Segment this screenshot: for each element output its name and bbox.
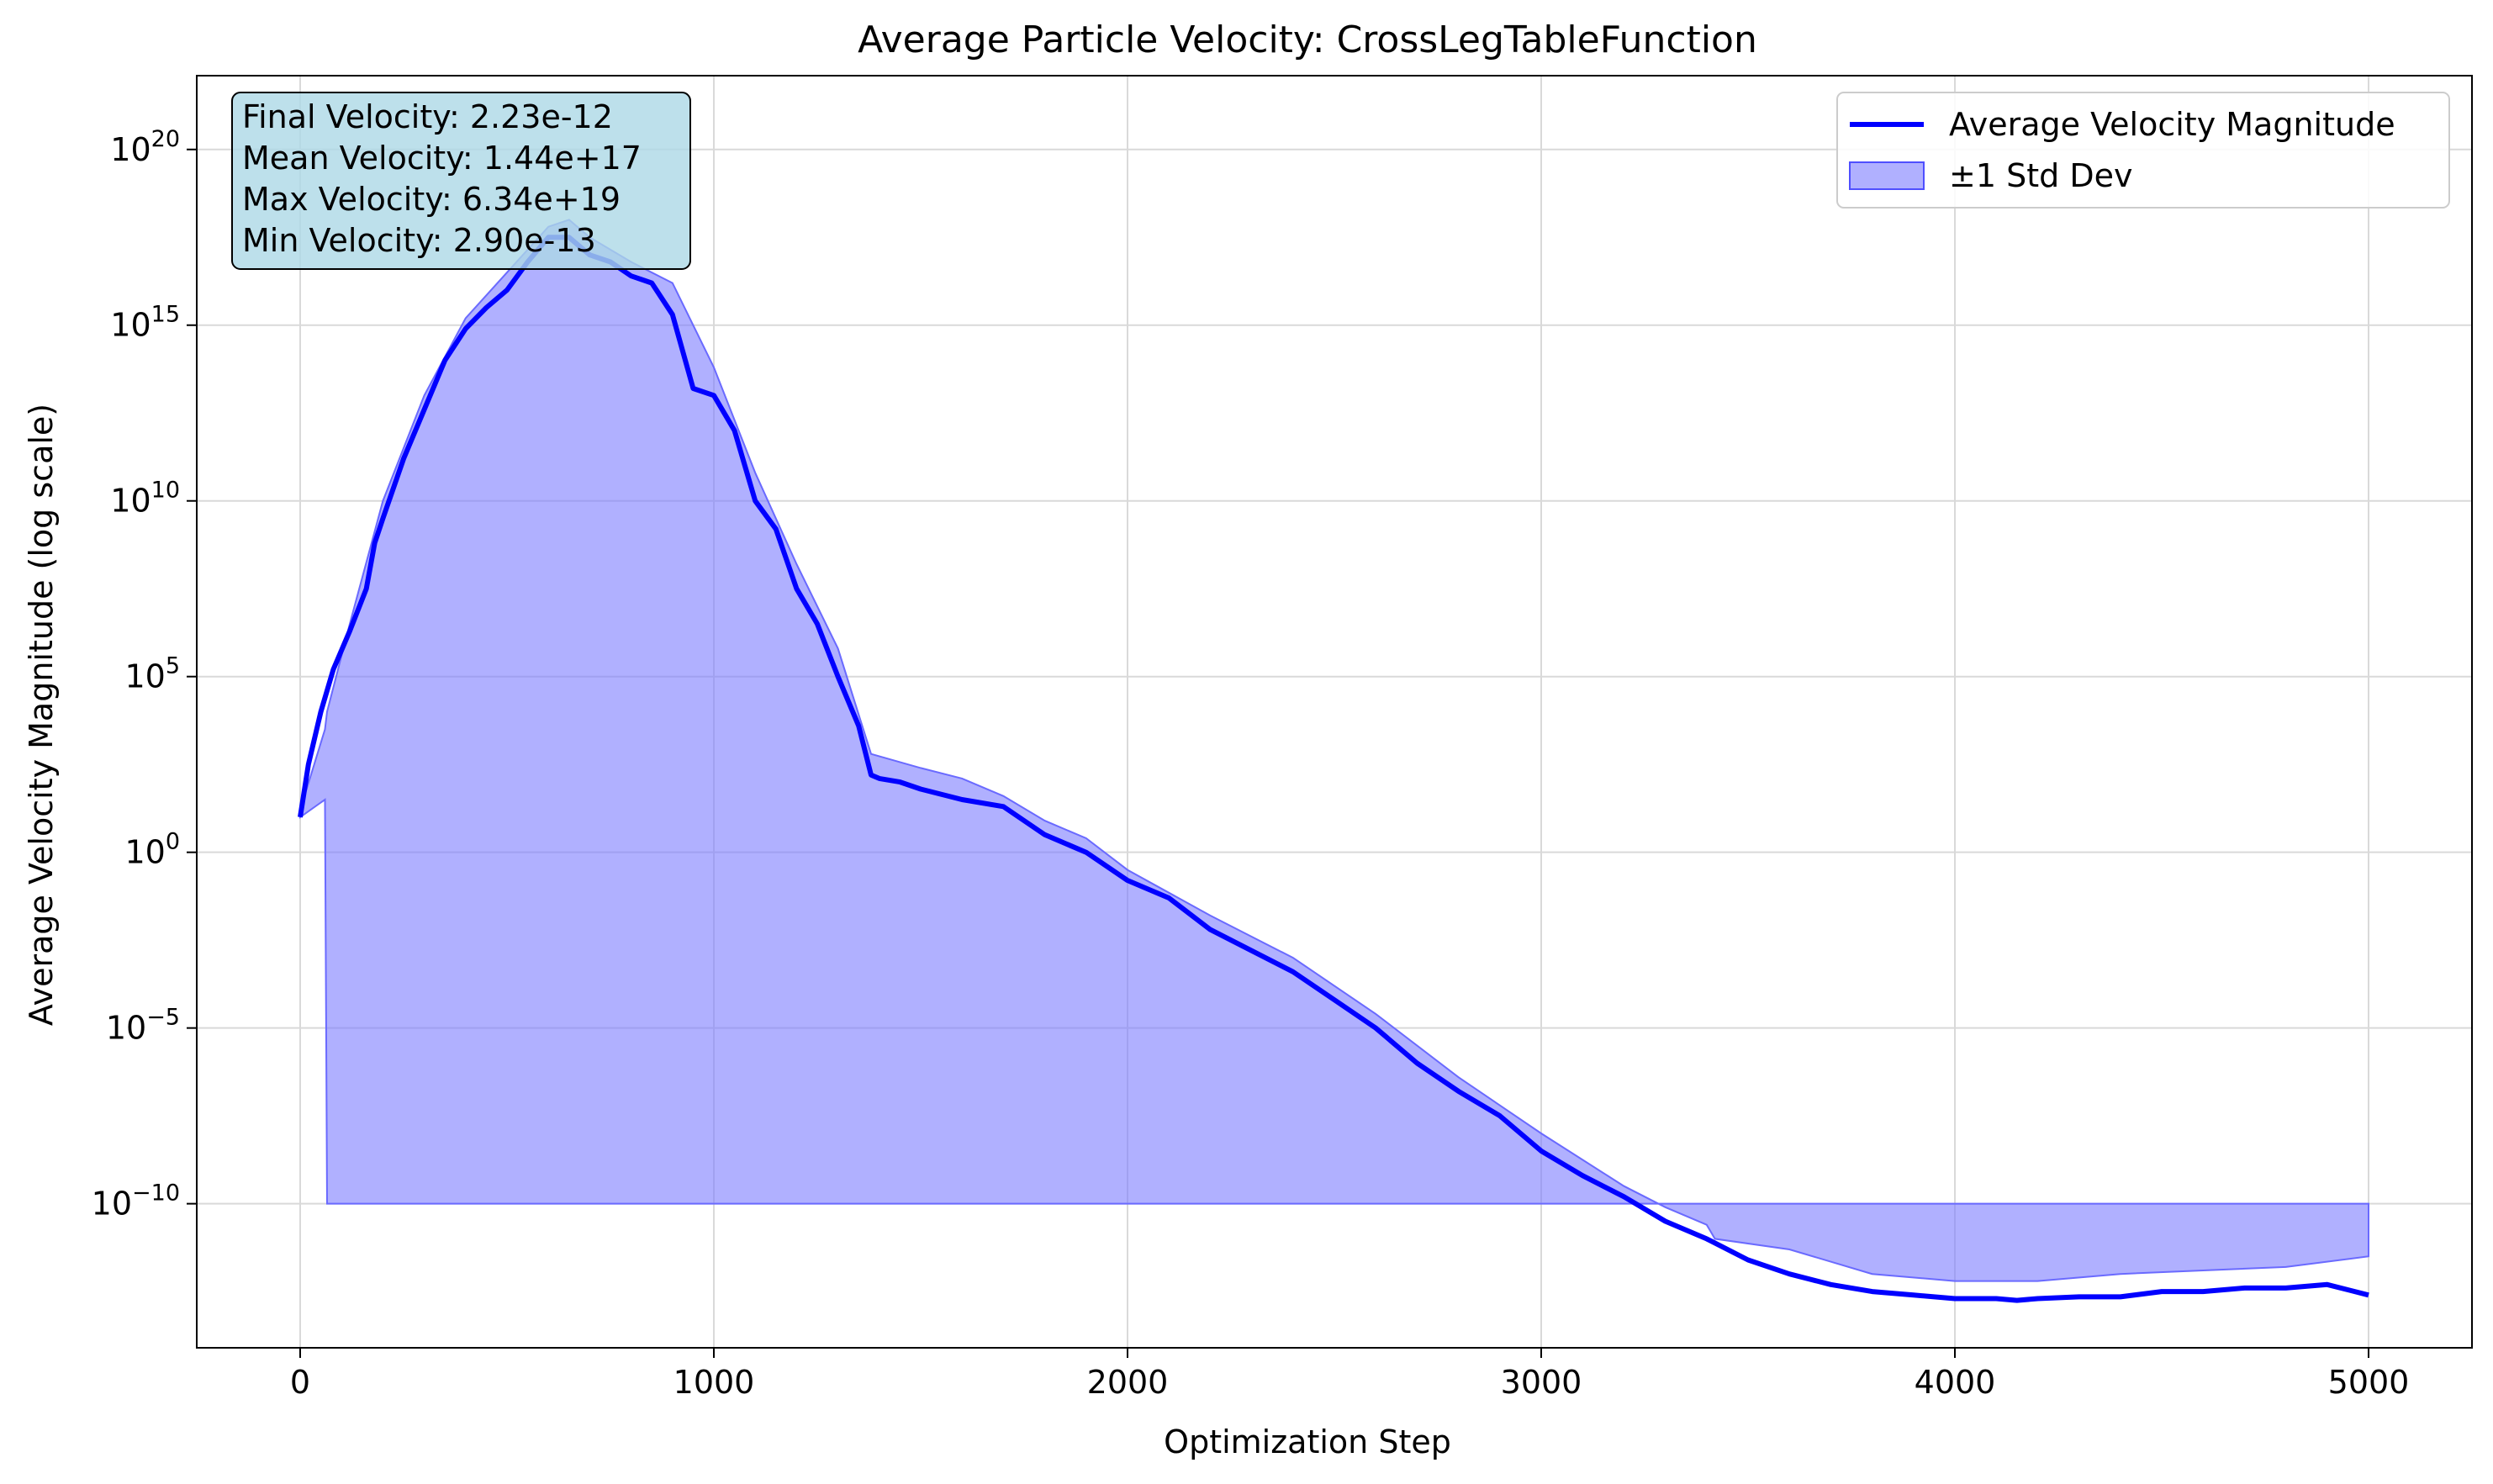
y-axis-label: Average Velocity Magnitude (log scale)	[23, 404, 60, 1026]
y-tick-label: 10−10	[92, 1180, 180, 1223]
x-tick-label: 5000	[2328, 1364, 2410, 1401]
y-tick-label: 105	[124, 653, 180, 695]
stats-box: Final Velocity: 2.23e-12 Mean Velocity: …	[231, 92, 691, 270]
stats-box-background	[231, 92, 691, 270]
std-dev-band-area	[299, 219, 2369, 1282]
chart-title: Average Particle Velocity: CrossLegTable…	[858, 18, 1757, 61]
std-dev-band	[299, 219, 2369, 1282]
velocity-line-series	[298, 235, 2369, 1303]
legend-label-velocity: Average Velocity Magnitude	[1949, 106, 2395, 143]
y-tick-label: 1020	[110, 126, 180, 168]
stats-final-velocity: Final Velocity: 2.23e-12	[242, 98, 613, 135]
x-tick-label: 4000	[1915, 1364, 1996, 1401]
velocity-line	[298, 235, 2369, 1303]
legend: Average Velocity Magnitude ±1 Std Dev	[1836, 92, 2450, 209]
y-tick-label: 1010	[110, 478, 180, 520]
stats-max-velocity: Max Velocity: 6.34e+19	[242, 181, 621, 218]
plot-frame	[196, 75, 2473, 1349]
y-axis-ticks: 10−10 10−5 100 105 1010 1015 1020	[92, 126, 197, 1223]
stats-mean-velocity: Mean Velocity: 1.44e+17	[242, 140, 642, 177]
legend-frame	[1836, 92, 2450, 209]
y-tick-label: 10−5	[106, 1005, 180, 1047]
x-tick-label: 1000	[673, 1364, 755, 1401]
x-tick-label: 2000	[1087, 1364, 1169, 1401]
x-tick-label: 3000	[1501, 1364, 1582, 1401]
x-axis-label: Optimization Step	[1164, 1423, 1451, 1460]
stats-min-velocity: Min Velocity: 2.90e-13	[242, 222, 596, 259]
legend-label-std-dev: ±1 Std Dev	[1949, 157, 2132, 194]
legend-band-swatch	[1849, 161, 1925, 190]
y-tick-label: 100	[124, 829, 180, 871]
y-tick-label: 1015	[110, 302, 180, 344]
x-tick-label: 0	[290, 1364, 310, 1401]
x-axis-ticks: 0 1000 2000 3000 4000 5000	[290, 1348, 2409, 1401]
